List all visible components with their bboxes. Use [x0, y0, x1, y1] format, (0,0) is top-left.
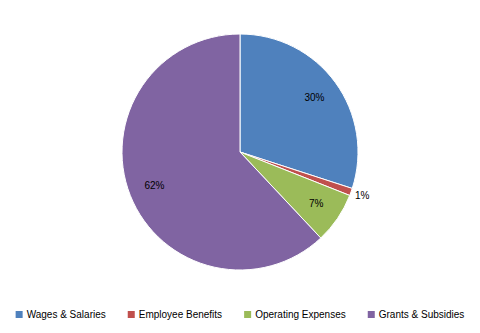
chart: 30% 1% 7% 62% Wages & Salaries Employee Benef…: [0, 0, 480, 333]
legend-swatch: [128, 311, 135, 318]
legend-item: Employee Benefits: [128, 309, 222, 320]
data-label: 30%: [304, 92, 324, 103]
slice: [122, 34, 321, 270]
legend-swatch: [368, 311, 375, 318]
legend: Wages & Salaries Employee Benefits Operati…: [16, 309, 465, 320]
legend-swatch: [244, 311, 251, 318]
legend-label: Employee Benefits: [139, 309, 222, 320]
pie: 30% 1% 7% 62%: [122, 34, 369, 270]
legend-swatch: [16, 311, 23, 318]
data-label: 7%: [309, 198, 324, 209]
data-label: 62%: [144, 180, 164, 191]
legend-item: Grants & Subsidies: [368, 309, 465, 320]
legend-label: Wages & Salaries: [27, 309, 106, 320]
data-label: 1%: [355, 190, 370, 201]
legend-label: Operating Expenses: [255, 309, 346, 320]
legend-item: Wages & Salaries: [16, 309, 106, 320]
legend-label: Grants & Subsidies: [379, 309, 465, 320]
legend-item: Operating Expenses: [244, 309, 346, 320]
